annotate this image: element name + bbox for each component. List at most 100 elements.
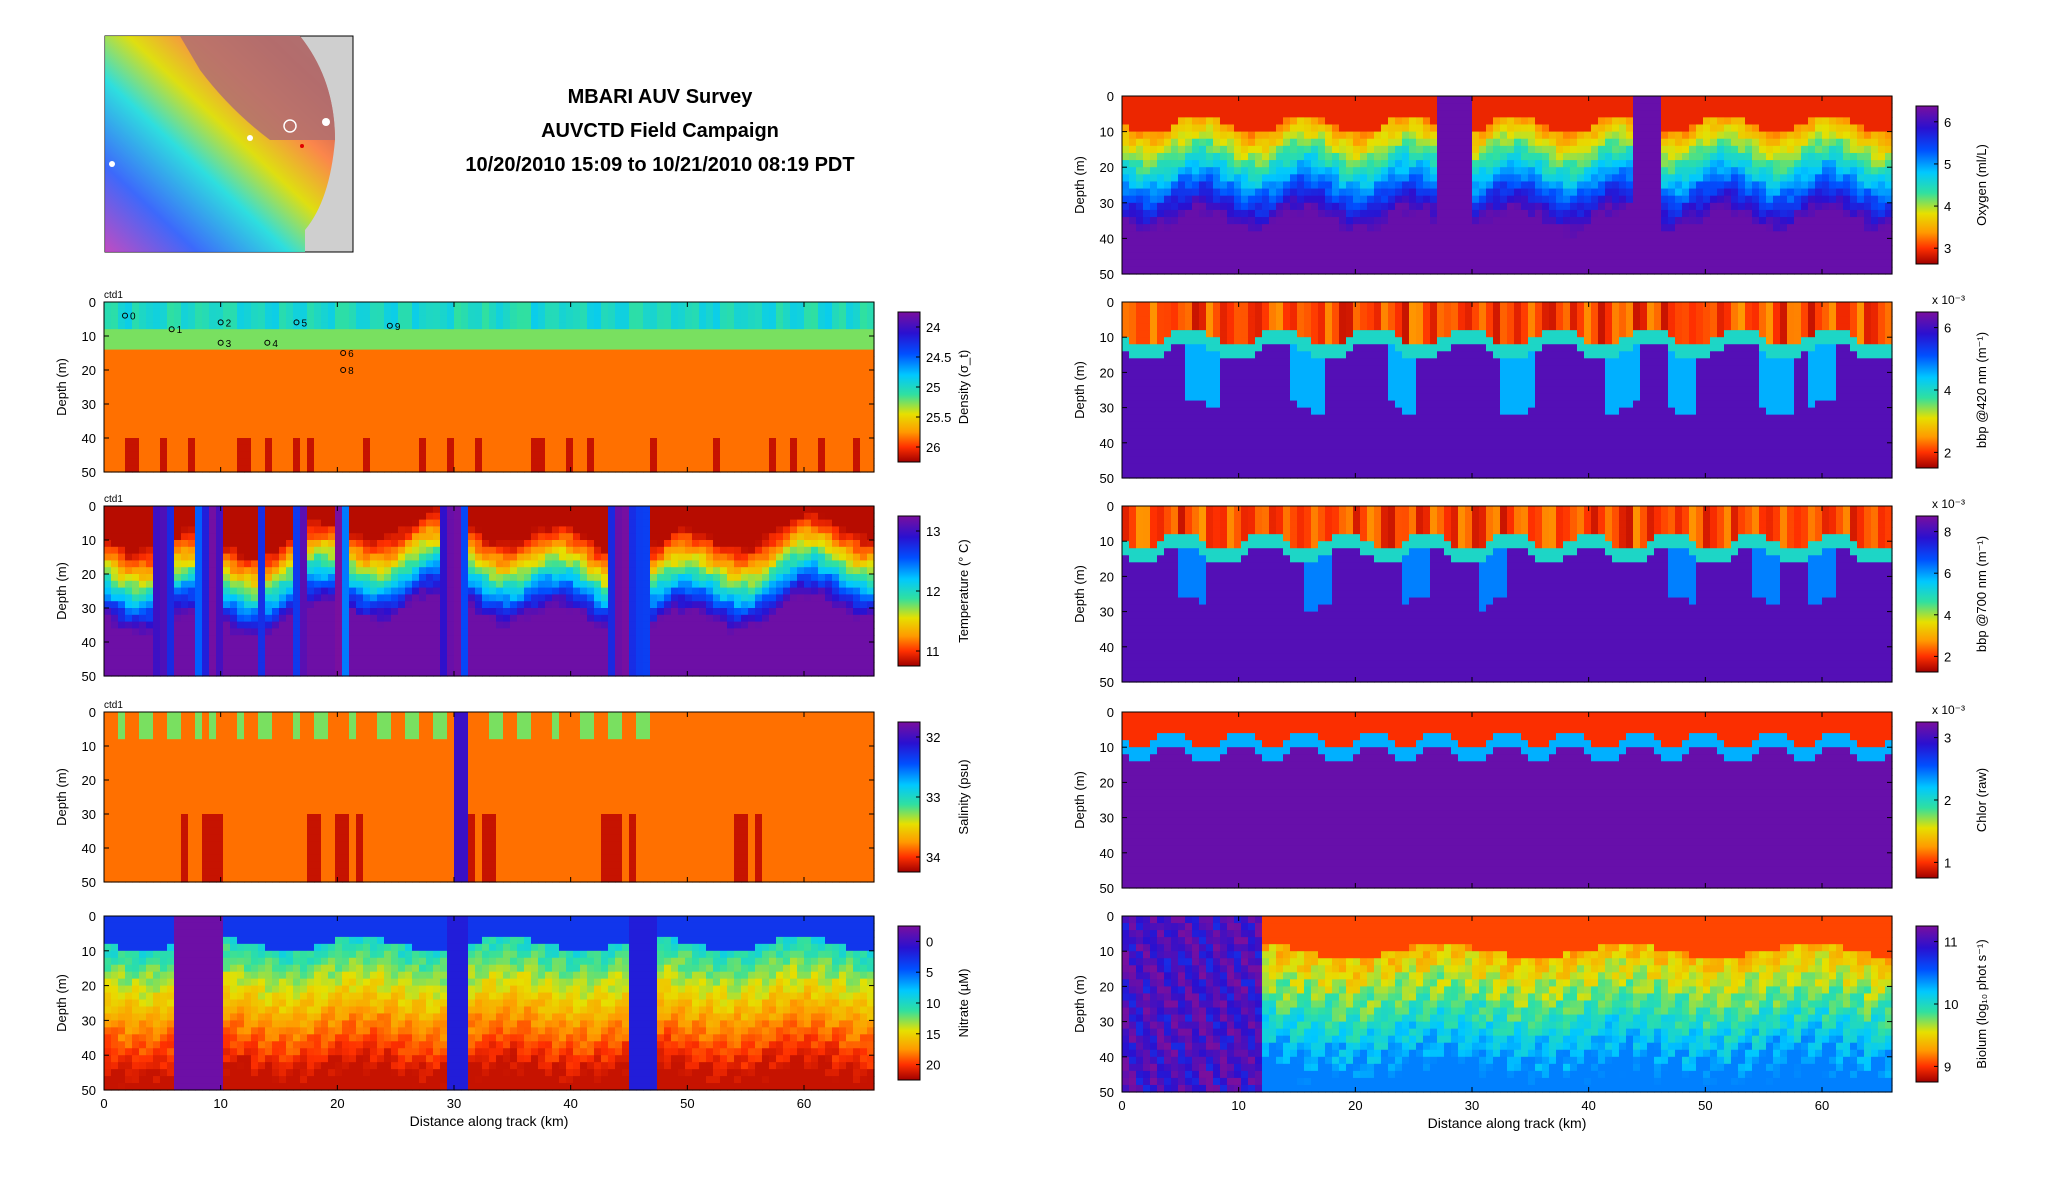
heat-cell: [230, 601, 238, 608]
heat-cell: [405, 554, 413, 561]
heat-cell: [839, 458, 847, 465]
heat-cell: [139, 336, 147, 343]
heat-cell: [461, 635, 469, 642]
heat-cell: [622, 397, 630, 404]
heat-cell: [482, 384, 490, 391]
heat-cell: [251, 601, 259, 608]
heat-cell: [146, 431, 154, 438]
heat-cell: [391, 343, 399, 350]
heat-cell: [188, 533, 196, 540]
heat-cell: [335, 601, 343, 608]
heat-cell: [468, 411, 476, 418]
station-label: 2: [226, 318, 232, 329]
heat-cell: [104, 601, 112, 608]
heat-cell: [244, 363, 252, 370]
heat-cell: [615, 418, 623, 425]
heat-cell: [251, 506, 259, 513]
heat-cell: [503, 526, 511, 533]
heat-cell: [349, 628, 357, 635]
heat-cell: [244, 540, 252, 547]
heat-cell: [608, 567, 616, 574]
heat-cell: [594, 635, 602, 642]
heat-cell: [209, 377, 217, 384]
heat-cell: [167, 513, 175, 520]
heat-cell: [237, 540, 245, 547]
heat-cell: [643, 438, 651, 445]
heat-cell: [335, 506, 343, 513]
heat-cell: [671, 350, 679, 357]
heat-cell: [671, 309, 679, 316]
heat-cell: [132, 445, 140, 452]
heat-cell: [671, 404, 679, 411]
heat-cell: [706, 520, 714, 527]
heat-cell: [776, 384, 784, 391]
heat-cell: [650, 642, 658, 649]
heat-cell: [454, 608, 462, 615]
heat-cell: [125, 424, 133, 431]
heat-cell: [237, 431, 245, 438]
heat-cell: [118, 465, 126, 472]
heat-cell: [195, 424, 203, 431]
heat-cell: [132, 588, 140, 595]
heat-cell: [503, 533, 511, 540]
heat-cell: [678, 411, 686, 418]
heat-cell: [643, 418, 651, 425]
heat-cell: [559, 574, 567, 581]
heat-cell: [818, 316, 826, 323]
heat-cell: [244, 438, 252, 445]
heat-cell: [552, 343, 560, 350]
heat-cell: [426, 465, 434, 472]
heat-cell: [769, 404, 777, 411]
heat-cell: [209, 567, 217, 574]
heat-cell: [594, 363, 602, 370]
heat-cell: [482, 635, 490, 642]
heat-cell: [636, 431, 644, 438]
heat-cell: [111, 622, 119, 629]
heat-cell: [853, 316, 861, 323]
heat-cell: [860, 322, 868, 329]
heat-cell: [699, 452, 707, 459]
heat-cell: [489, 418, 497, 425]
heat-cell: [517, 322, 525, 329]
heat-cell: [510, 397, 518, 404]
heat-cell: [692, 445, 700, 452]
heat-cell: [531, 540, 539, 547]
heat-cell: [104, 316, 112, 323]
heat-cell: [741, 424, 749, 431]
heat-cell: [461, 458, 469, 465]
heat-cell: [265, 669, 273, 676]
heat-cell: [391, 594, 399, 601]
heat-cell: [195, 533, 203, 540]
heat-cell: [636, 669, 644, 676]
heat-cell: [545, 669, 553, 676]
heat-cell: [517, 540, 525, 547]
heat-cell: [671, 581, 679, 588]
heat-cell: [111, 438, 119, 445]
heat-cell: [251, 418, 259, 425]
heat-cell: [153, 322, 161, 329]
heat-cell: [762, 458, 770, 465]
heat-cell: [419, 397, 427, 404]
heat-cell: [685, 540, 693, 547]
heat-cell: [489, 343, 497, 350]
heat-cell: [748, 309, 756, 316]
heat-cell: [139, 581, 147, 588]
heat-cell: [734, 343, 742, 350]
heat-cell: [384, 615, 392, 622]
heat-cell: [573, 438, 581, 445]
heat-cell: [314, 662, 322, 669]
heat-cell: [636, 588, 644, 595]
heat-cell: [237, 601, 245, 608]
heat-cell: [125, 581, 133, 588]
heat-cell: [342, 411, 350, 418]
heat-cell: [419, 302, 427, 309]
heat-cell: [608, 302, 616, 309]
heat-cell: [860, 302, 868, 309]
heat-cell: [818, 418, 826, 425]
heat-cell: [552, 554, 560, 561]
heat-cell: [489, 547, 497, 554]
heat-cell: [125, 390, 133, 397]
panel-density: 01020304050Depth (m)ctd10123 45689 2424.52…: [54, 290, 971, 480]
heat-cell: [384, 458, 392, 465]
heat-cell: [580, 438, 588, 445]
